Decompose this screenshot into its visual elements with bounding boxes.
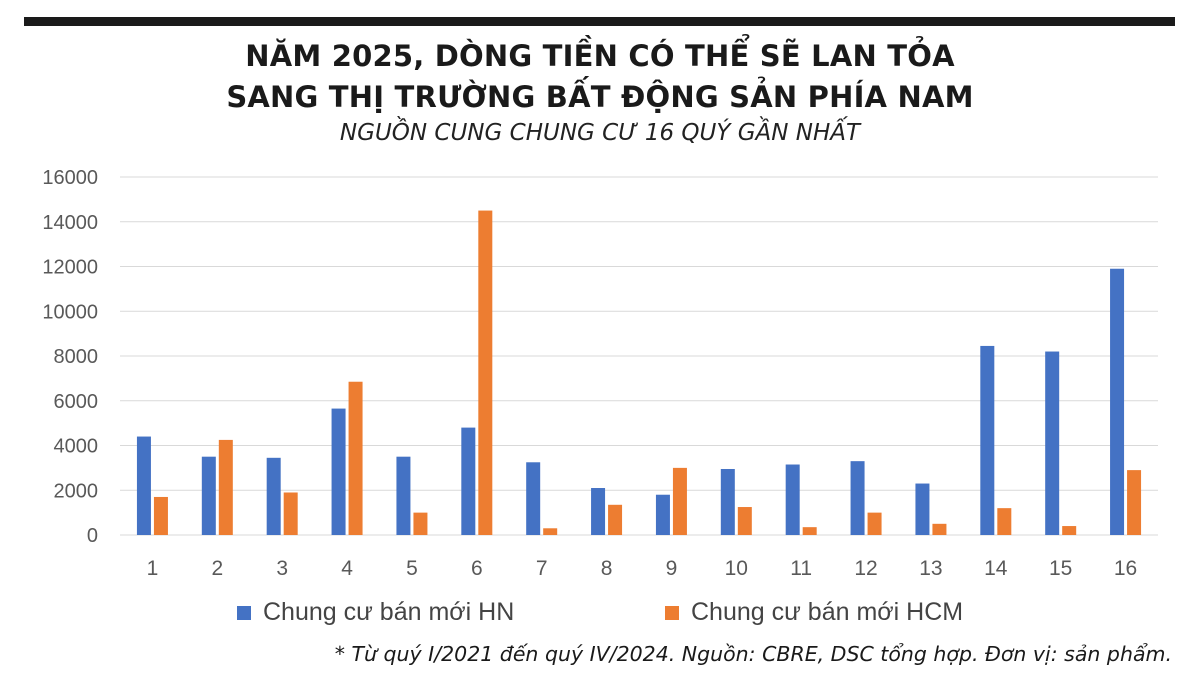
bar-hn-q4 (331, 408, 346, 535)
bar-hn-q11 (785, 464, 800, 535)
x-tick-label: 5 (406, 557, 418, 580)
bar-hcm-q1 (153, 496, 168, 535)
bar-hcm-q10 (737, 507, 752, 535)
legend-label-hcm: Chung cư bán mới HCM (691, 598, 964, 626)
x-tick-label: 6 (471, 557, 483, 580)
bar-hn-q14 (980, 345, 995, 535)
y-tick-label: 14000 (42, 212, 98, 234)
bar-hcm-q5 (413, 512, 428, 535)
x-tick-label: 15 (1049, 557, 1072, 580)
bar-hcm-q8 (608, 504, 623, 535)
bar-hn-q13 (915, 483, 930, 535)
x-tick-label: 7 (536, 557, 548, 580)
y-tick-label: 6000 (54, 391, 99, 413)
x-tick-label: 4 (341, 557, 353, 580)
bar-hn-q2 (201, 456, 216, 535)
bar-hn-q3 (266, 457, 281, 535)
x-tick-label: 9 (666, 557, 678, 580)
bar-hcm-q3 (283, 492, 298, 535)
bar-hcm-q16 (1127, 470, 1142, 535)
x-tick-label: 13 (919, 557, 942, 580)
chart-subtitle: NGUỒN CUNG CHUNG CƯ 16 QUÝ GẦN NHẤT (339, 120, 861, 146)
bar-hcm-q2 (218, 439, 233, 535)
x-tick-label: 12 (854, 557, 877, 580)
x-tick-label: 2 (211, 557, 223, 580)
x-tick-label: 8 (601, 557, 613, 580)
legend-label-hn: Chung cư bán mới HN (263, 598, 515, 626)
y-tick-label: 8000 (54, 346, 99, 368)
bar-hcm-q13 (932, 523, 947, 535)
bar-hcm-q15 (1062, 526, 1077, 535)
bar-hcm-q4 (348, 381, 363, 535)
bar-hcm-q9 (672, 467, 687, 535)
bar-hcm-q7 (543, 528, 558, 535)
bar-hn-q5 (396, 456, 411, 535)
x-tick-label: 11 (790, 557, 812, 580)
bar-hn-q10 (720, 468, 735, 535)
y-tick-label: 4000 (54, 436, 99, 458)
bar-hcm-q12 (867, 512, 882, 535)
chart-title-line-1: NĂM 2025, DÒNG TIỀN CÓ THỂ SẼ LAN TỎA (245, 39, 955, 73)
bar-hcm-q6 (478, 210, 493, 535)
bar-hcm-q14 (997, 508, 1012, 535)
bar-hn-q12 (850, 461, 865, 535)
y-tick-label: 12000 (42, 257, 98, 279)
legend-item-hn: Chung cư bán mới HN (237, 598, 514, 627)
bar-hn-q1 (136, 436, 151, 535)
y-tick-label: 2000 (54, 480, 99, 502)
y-tick-label: 10000 (42, 301, 98, 323)
legend-swatch-hcm (665, 605, 679, 620)
x-tick-label: 3 (276, 557, 288, 580)
x-tick-label: 16 (1114, 557, 1137, 580)
legend-item-hcm: Chung cư bán mới HCM (665, 598, 963, 627)
y-tick-label: 0 (87, 525, 98, 547)
y-tick-label: 16000 (42, 167, 98, 189)
bar-hcm-q11 (802, 527, 817, 535)
x-tick-label: 1 (147, 557, 159, 580)
x-tick-label: 14 (984, 557, 1008, 580)
bar-hn-q7 (526, 462, 541, 535)
bar-hn-q16 (1110, 268, 1125, 535)
bar-hn-q15 (1045, 351, 1060, 535)
top-rule (24, 17, 1175, 26)
bar-hn-q6 (461, 427, 476, 535)
bar-hn-q9 (655, 494, 670, 535)
footnote: * Từ quý I/2021 đến quý IV/2024. Nguồn: … (334, 642, 1172, 666)
legend-swatch-hn (237, 605, 251, 620)
bar-hn-q8 (591, 488, 606, 535)
x-tick-label: 10 (725, 557, 748, 580)
chart-title-line-2: SANG THỊ TRƯỜNG BẤT ĐỘNG SẢN PHÍA NAM (226, 80, 974, 114)
